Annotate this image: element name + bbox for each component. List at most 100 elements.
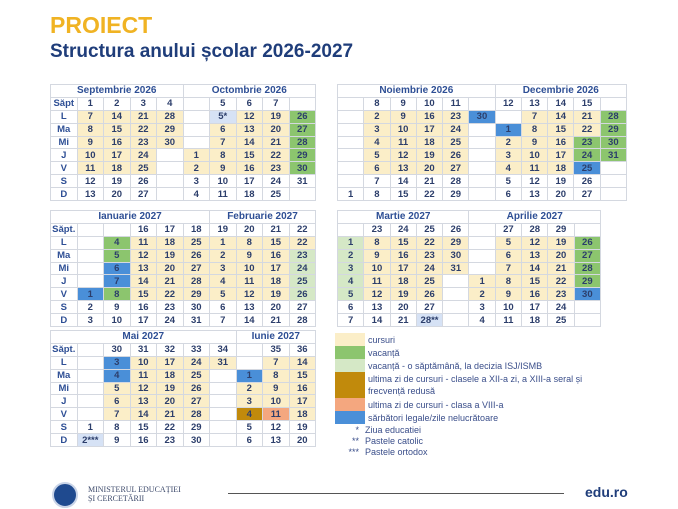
day-cell: 5 bbox=[494, 174, 522, 189]
day-cell: 23 bbox=[156, 300, 184, 315]
day-cell: 20 bbox=[262, 122, 290, 137]
day-cell: 25 bbox=[182, 368, 210, 383]
week-number bbox=[76, 342, 104, 357]
week-number: 11 bbox=[442, 96, 470, 111]
day-cell: 23 bbox=[156, 433, 184, 448]
day-cell: 25 bbox=[182, 235, 210, 250]
day-row: 2 9 16 23 30 6 13 20 27 bbox=[336, 248, 602, 263]
day-cell: 22 bbox=[156, 420, 184, 435]
legend-item: ultima zi de cursuri - clasa a VIII-a bbox=[335, 398, 598, 411]
day-cell bbox=[573, 313, 602, 328]
day-cell: 29 bbox=[288, 148, 316, 163]
day-row: Ma 8 15 22 29 6 13 20 27 bbox=[50, 122, 316, 137]
day-cell: 9 bbox=[76, 135, 104, 150]
day-cell: 29 bbox=[573, 274, 602, 289]
day-row: 1 8 15 22 29 5 12 19 26 bbox=[336, 235, 602, 250]
day-cell: 19 bbox=[156, 381, 184, 396]
day-row: 5 12 19 26 3 10 17 24 31 bbox=[336, 148, 628, 163]
day-cell: 15 bbox=[235, 148, 263, 163]
day-cell: 29 bbox=[182, 420, 210, 435]
weekday-label: L bbox=[50, 109, 78, 124]
day-cell: 25 bbox=[129, 161, 157, 176]
day-cell: 12 bbox=[520, 174, 549, 189]
day-cell bbox=[468, 261, 496, 276]
day-cell: 27 bbox=[182, 394, 210, 409]
day-cell: 13 bbox=[389, 161, 417, 176]
day-cell: 14 bbox=[129, 274, 157, 289]
day-cell: 9 bbox=[209, 161, 237, 176]
day-cell: 7 bbox=[262, 355, 290, 370]
day-cell: 30 bbox=[599, 135, 628, 150]
day-cell: 29 bbox=[156, 122, 184, 137]
day-row: Mi 9 16 23 30 7 14 21 28 bbox=[50, 135, 316, 150]
day-cell: 24 bbox=[262, 174, 290, 189]
day-cell: 28 bbox=[182, 274, 210, 289]
weekday-label: D bbox=[50, 433, 78, 448]
day-cell: 12 bbox=[262, 420, 290, 435]
day-cell: 26 bbox=[288, 287, 316, 302]
day-cell: 10 bbox=[103, 313, 131, 328]
weekday-label: S bbox=[50, 420, 78, 435]
day-cell: 1 bbox=[76, 287, 104, 302]
day-cell: 22 bbox=[415, 235, 444, 250]
day-cell: 13 bbox=[262, 433, 290, 448]
week-number: 27 bbox=[494, 222, 523, 237]
day-cell: 25 bbox=[288, 274, 316, 289]
day-cell: 28 bbox=[156, 109, 184, 124]
day-cell: 21 bbox=[262, 313, 290, 328]
day-row: Ma 5 12 19 26 2 9 16 23 bbox=[50, 248, 316, 263]
day-cell: 12 bbox=[235, 109, 263, 124]
footnote-text: Ziua educatiei bbox=[365, 425, 422, 435]
day-row: 4 11 18 25 2 9 16 23 30 bbox=[336, 135, 628, 150]
weekday-label: Ma bbox=[50, 368, 78, 383]
day-cell bbox=[336, 161, 365, 176]
day-cell: 24 bbox=[442, 122, 470, 137]
footnote: *** Pastele ortodox bbox=[335, 447, 598, 457]
day-cell: 15 bbox=[288, 368, 316, 383]
day-cell: 3 bbox=[494, 148, 522, 163]
day-cell bbox=[182, 109, 210, 124]
day-cell: 5 bbox=[235, 420, 263, 435]
day-cell: 13 bbox=[521, 248, 549, 263]
day-cell: 3 bbox=[182, 174, 210, 189]
day-cell: 18 bbox=[235, 187, 263, 202]
day-cell: 19 bbox=[262, 109, 290, 124]
day-cell: 26 bbox=[182, 248, 210, 263]
week-number: 4 bbox=[156, 96, 184, 111]
day-cell: 4 bbox=[336, 274, 365, 289]
legend-text: vacanță - o săptămână, la decizia ISJ/IS… bbox=[368, 360, 543, 371]
day-cell: 28 bbox=[288, 135, 316, 150]
day-cell: 20 bbox=[547, 248, 575, 263]
day-row: D 2*** 9 16 23 30 6 13 20 bbox=[50, 433, 316, 448]
calendar-sep-oct: Septembrie 2026 Octombrie 2026 Săpt 1 2 3 4 5 6 7… bbox=[50, 84, 316, 202]
weekday-label: D bbox=[50, 187, 78, 202]
day-cell: 14 bbox=[363, 313, 391, 328]
day-cell bbox=[209, 368, 237, 383]
calendar-jan-feb: Ianuarie 2027 Februarie 2027 Săpt. 16 17 18 19… bbox=[50, 210, 316, 328]
week-number: 1 bbox=[76, 96, 104, 111]
ministry-name-line2: ȘI CERCETĂRII bbox=[88, 494, 145, 503]
day-cell bbox=[76, 407, 104, 422]
week-number: 2 bbox=[103, 96, 131, 111]
day-cell: 7 bbox=[494, 261, 523, 276]
day-cell: 11 bbox=[76, 161, 104, 176]
day-cell: 7 bbox=[209, 313, 237, 328]
day-cell: 20 bbox=[156, 261, 184, 276]
day-cell: 18 bbox=[262, 274, 290, 289]
day-cell: 22 bbox=[415, 187, 444, 202]
day-cell bbox=[76, 235, 104, 250]
day-cell: 2 bbox=[336, 248, 365, 263]
month-title: Noiembrie 2026 bbox=[337, 84, 496, 98]
day-cell: 29 bbox=[599, 122, 628, 137]
week-number: 35 bbox=[262, 342, 290, 357]
day-cell: 8 bbox=[363, 187, 391, 202]
day-cell: 22 bbox=[573, 122, 601, 137]
website-link[interactable]: edu.ro bbox=[585, 484, 628, 500]
day-cell: 19 bbox=[389, 287, 417, 302]
day-cell: 20 bbox=[415, 161, 444, 176]
day-cell: 30 bbox=[156, 135, 184, 150]
day-cell bbox=[468, 148, 496, 163]
day-cell: 8 bbox=[235, 235, 263, 250]
day-cell: 3 bbox=[103, 355, 131, 370]
week-number: 26 bbox=[442, 222, 470, 237]
